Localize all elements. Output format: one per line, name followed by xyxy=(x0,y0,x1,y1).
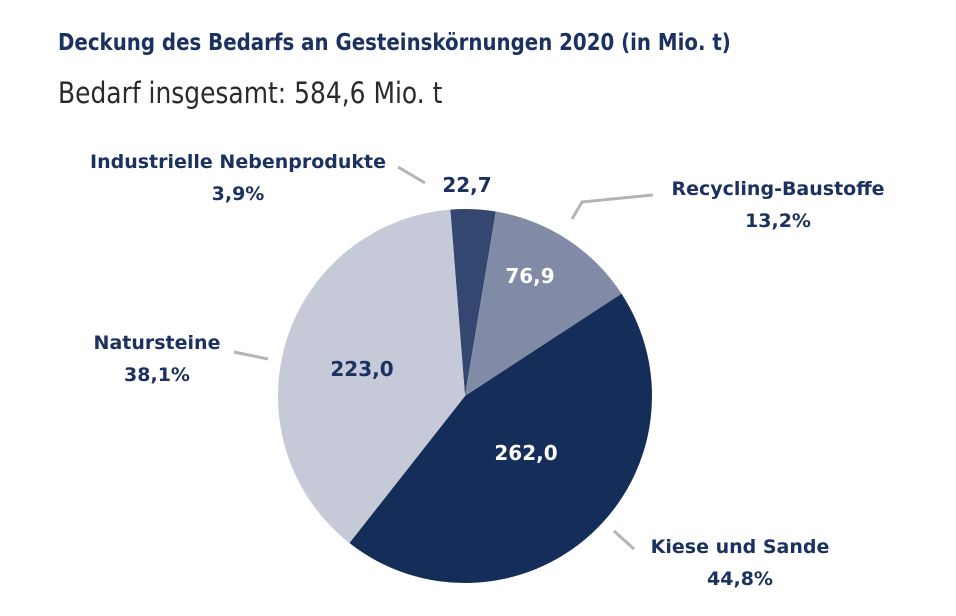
category-label-industrielle-nebenprodukte: Industrielle Nebenprodukte xyxy=(90,151,386,173)
percent-label-kiese-und-sande: 44,8% xyxy=(707,568,773,590)
leader-line-natursteine xyxy=(233,350,269,361)
category-label-kiese-und-sande: Kiese und Sande xyxy=(651,536,830,558)
category-label-natursteine: Natursteine xyxy=(94,332,221,354)
leader-line-industrielle-nebenprodukte xyxy=(397,165,426,185)
category-label-recycling-baustoffe: Recycling-Baustoffe xyxy=(671,178,884,200)
chart-title: Deckung des Bedarfs an Gesteinskörnungen… xyxy=(58,30,731,56)
pie-slice-natursteine xyxy=(277,209,465,544)
percent-label-industrielle-nebenprodukte: 3,9% xyxy=(212,183,265,205)
percent-label-recycling-baustoffe: 13,2% xyxy=(745,210,811,232)
value-label-industrielle-nebenprodukte: 22,7 xyxy=(442,173,491,197)
value-label-recycling-baustoffe: 76,9 xyxy=(505,264,554,288)
pie-slice-kiese-und-sande xyxy=(349,293,653,584)
percent-label-natursteine: 38,1% xyxy=(124,364,190,386)
chart-subtitle: Bedarf insgesamt: 584,6 Mio. t xyxy=(58,76,443,110)
leader-line-kiese-und-sande xyxy=(612,529,636,551)
value-label-kiese-und-sande: 262,0 xyxy=(494,441,557,465)
pie-slice-recycling-baustoffe xyxy=(465,211,622,396)
leader-line-recycling-baustoffe xyxy=(570,193,654,220)
value-label-natursteine: 223,0 xyxy=(330,357,393,381)
pie-slice-industrielle-nebenprodukte xyxy=(450,209,496,396)
